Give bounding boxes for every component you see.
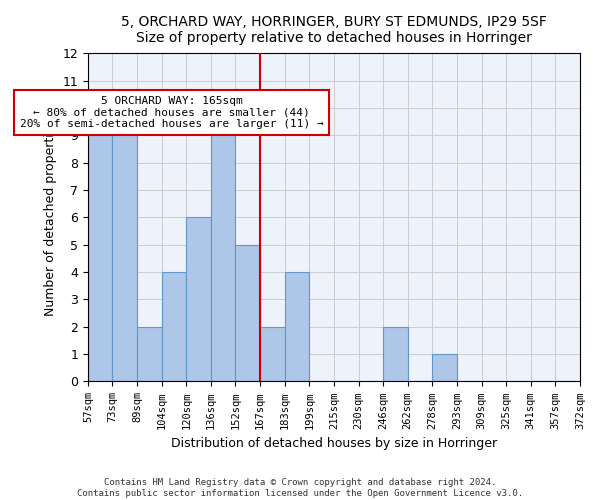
Bar: [161, 272, 186, 382]
Bar: [260, 327, 284, 382]
Bar: [186, 218, 211, 382]
X-axis label: Distribution of detached houses by size in Horringer: Distribution of detached houses by size …: [171, 437, 497, 450]
Bar: [284, 272, 310, 382]
Bar: [88, 136, 112, 382]
Bar: [137, 327, 161, 382]
Bar: [211, 108, 235, 382]
Bar: [235, 244, 260, 382]
Text: Contains HM Land Registry data © Crown copyright and database right 2024.
Contai: Contains HM Land Registry data © Crown c…: [77, 478, 523, 498]
Bar: [433, 354, 457, 382]
Bar: [383, 327, 408, 382]
Text: 5 ORCHARD WAY: 165sqm
← 80% of detached houses are smaller (44)
20% of semi-deta: 5 ORCHARD WAY: 165sqm ← 80% of detached …: [20, 96, 323, 129]
Y-axis label: Number of detached properties: Number of detached properties: [44, 119, 56, 316]
Bar: [112, 108, 137, 382]
Title: 5, ORCHARD WAY, HORRINGER, BURY ST EDMUNDS, IP29 5SF
Size of property relative t: 5, ORCHARD WAY, HORRINGER, BURY ST EDMUN…: [121, 15, 547, 45]
